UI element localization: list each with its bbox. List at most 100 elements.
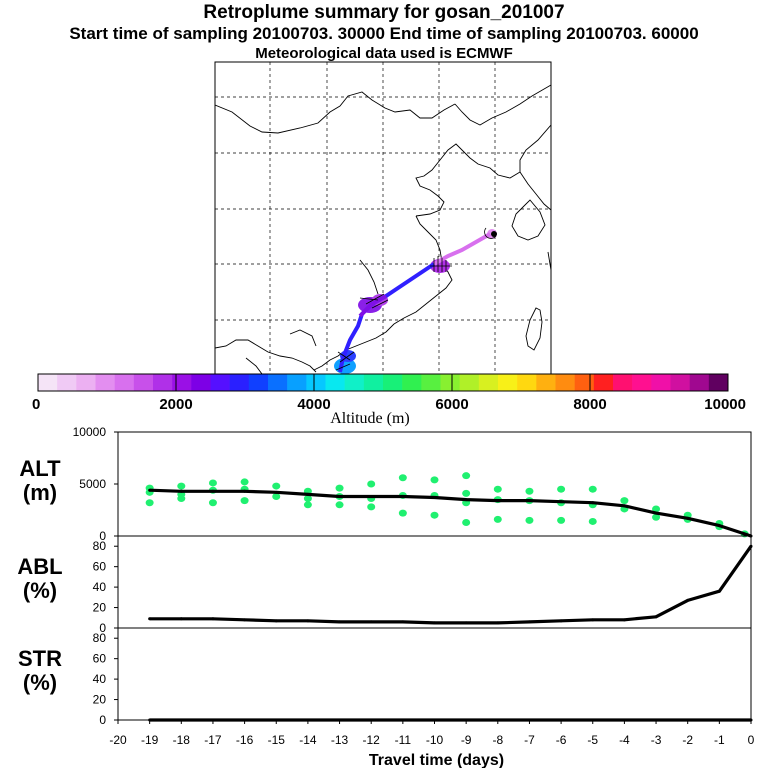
coastline-outline <box>215 84 551 374</box>
scatter-point <box>525 516 534 524</box>
series-point <box>433 496 436 500</box>
scatter-point <box>272 482 281 490</box>
scatter-point <box>462 472 471 480</box>
x-tick-label: -20 <box>109 733 127 747</box>
altitude-colorbar <box>37 373 729 392</box>
scatter-point <box>177 482 186 490</box>
series-point <box>591 618 595 622</box>
colorbar-swatch <box>459 374 480 391</box>
colorbar-swatch <box>191 374 211 391</box>
series-point <box>464 621 468 625</box>
y-tick-label: 5000 <box>79 477 106 491</box>
x-tick-label: -6 <box>556 733 567 747</box>
colorbar-tick-label: 4000 <box>297 396 330 413</box>
colorbar-tick-label: 6000 <box>435 396 468 413</box>
x-tick-label: -1 <box>714 733 725 747</box>
series-point <box>148 488 152 492</box>
scatter-point <box>303 501 312 509</box>
scatter-point <box>525 487 534 495</box>
panel-str: 0 20 40 60 80 STR(%) <box>18 627 753 727</box>
y-tick-label: 20 <box>93 693 107 707</box>
series-point <box>622 504 626 508</box>
series-point <box>243 618 247 622</box>
x-tick-label: -2 <box>682 733 693 747</box>
colorbar-swatch <box>95 374 115 391</box>
colorbar-swatch <box>153 374 173 391</box>
series-point <box>717 524 721 528</box>
scatter-point <box>430 476 439 484</box>
panel-frame <box>117 627 752 721</box>
trajectory-map <box>214 61 552 375</box>
scatter-point <box>367 503 376 511</box>
colorbar-swatch <box>229 374 250 391</box>
plume-markers <box>335 227 497 371</box>
x-tick-label: -15 <box>268 733 286 747</box>
y-tick-label: 0 <box>99 529 106 543</box>
series-point <box>338 620 342 624</box>
scatter-point <box>335 484 344 492</box>
y-tick-label: 80 <box>93 631 107 645</box>
series-point <box>211 489 215 493</box>
colorbar-swatch <box>670 374 690 391</box>
colorbar-swatch <box>306 374 326 391</box>
colorbar-swatch <box>363 374 384 391</box>
series-point <box>654 511 658 515</box>
colorbar-tick-label: 10000 <box>704 396 746 413</box>
x-tick-label: -8 <box>492 733 503 747</box>
colorbar-swatch <box>613 374 633 391</box>
series-point <box>179 489 183 493</box>
series-point <box>654 615 658 619</box>
y-tick-label: 0 <box>99 621 106 635</box>
series-point <box>179 617 183 621</box>
y-tick-label: 10000 <box>73 425 107 439</box>
colorbar-swatch <box>76 374 96 391</box>
series-point <box>274 490 278 494</box>
series-line <box>149 545 753 625</box>
sampling-time-subtitle: Start time of sampling 20100703. 30000 E… <box>69 24 699 43</box>
series-point <box>559 619 563 623</box>
series-point <box>464 498 468 502</box>
panel-label-name: STR <box>18 646 62 671</box>
x-tick-label: -16 <box>236 733 254 747</box>
scatter-point <box>493 485 502 493</box>
series-point <box>369 620 373 624</box>
x-tick-label: -9 <box>461 733 472 747</box>
colorbar-swatch <box>421 374 441 391</box>
scatter-point <box>588 517 597 525</box>
colorbar-swatch <box>344 374 365 391</box>
y-tick-label: 80 <box>93 539 107 553</box>
colorbar-swatch <box>517 374 537 391</box>
scatter-point <box>303 495 312 503</box>
colorbar-swatch <box>325 374 345 391</box>
colorbar-swatch <box>440 374 460 391</box>
x-axis: -20 -19 -18 -17 -16 -15 -14 -13 -12 -11 -10 -9 -8 -7-… <box>109 720 755 768</box>
colorbar-swatch <box>38 374 58 391</box>
x-tick-label: -4 <box>619 733 630 747</box>
colorbar-title: Altitude (m) <box>330 410 410 427</box>
scatter-point <box>620 497 629 505</box>
scatter-point <box>240 478 249 486</box>
scatter-point <box>367 480 376 488</box>
y-tick-label: 60 <box>93 560 107 574</box>
colorbar-swatch <box>114 374 135 391</box>
x-tick-label: -3 <box>651 733 662 747</box>
series-point <box>338 494 342 498</box>
series-point <box>148 617 152 621</box>
scatter-point <box>208 499 217 507</box>
series-point <box>274 619 278 623</box>
x-tick-label: -12 <box>363 733 381 747</box>
scatter-point <box>145 499 154 507</box>
colorbar-tick-label: 2000 <box>159 396 192 413</box>
series-point <box>622 618 626 622</box>
series-point <box>717 589 721 593</box>
series-point <box>306 492 310 496</box>
scatter-point <box>493 515 502 523</box>
colorbar-swatch <box>383 374 403 391</box>
series-point <box>401 494 405 498</box>
colorbar-tick-label: 8000 <box>573 396 606 413</box>
receptor-marker <box>491 231 497 237</box>
scatter-point <box>462 489 471 497</box>
series-point <box>306 619 310 623</box>
colorbar-swatch <box>210 374 230 391</box>
